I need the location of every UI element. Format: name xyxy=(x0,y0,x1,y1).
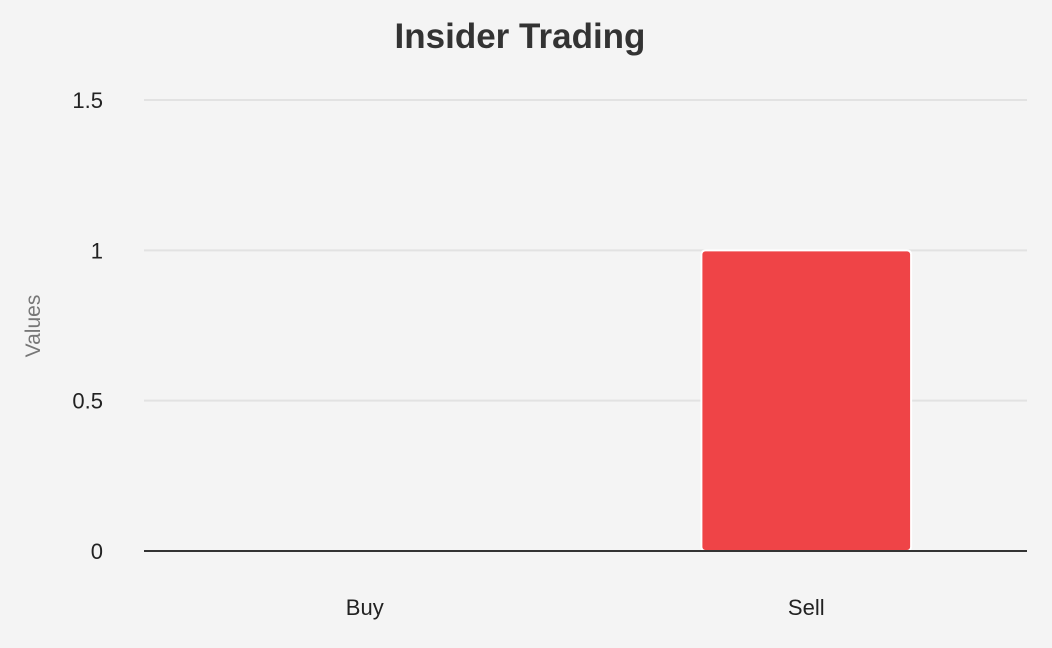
chart-title: Insider Trading xyxy=(395,17,646,56)
y-axis-title: Values xyxy=(22,295,45,358)
y-tick-label: 0.5 xyxy=(72,389,103,414)
y-tick-label: 0 xyxy=(91,539,103,564)
x-axis-categories: Buy Sell xyxy=(346,595,825,620)
y-tick-label: 1 xyxy=(91,238,103,263)
bar-sell xyxy=(700,249,913,552)
y-tick-label: 1.5 xyxy=(72,88,103,113)
x-category-label: Buy xyxy=(346,595,384,620)
bars xyxy=(700,249,913,552)
x-category-label: Sell xyxy=(788,595,825,620)
y-axis-ticks: 0 0.5 1 1.5 xyxy=(72,88,103,564)
